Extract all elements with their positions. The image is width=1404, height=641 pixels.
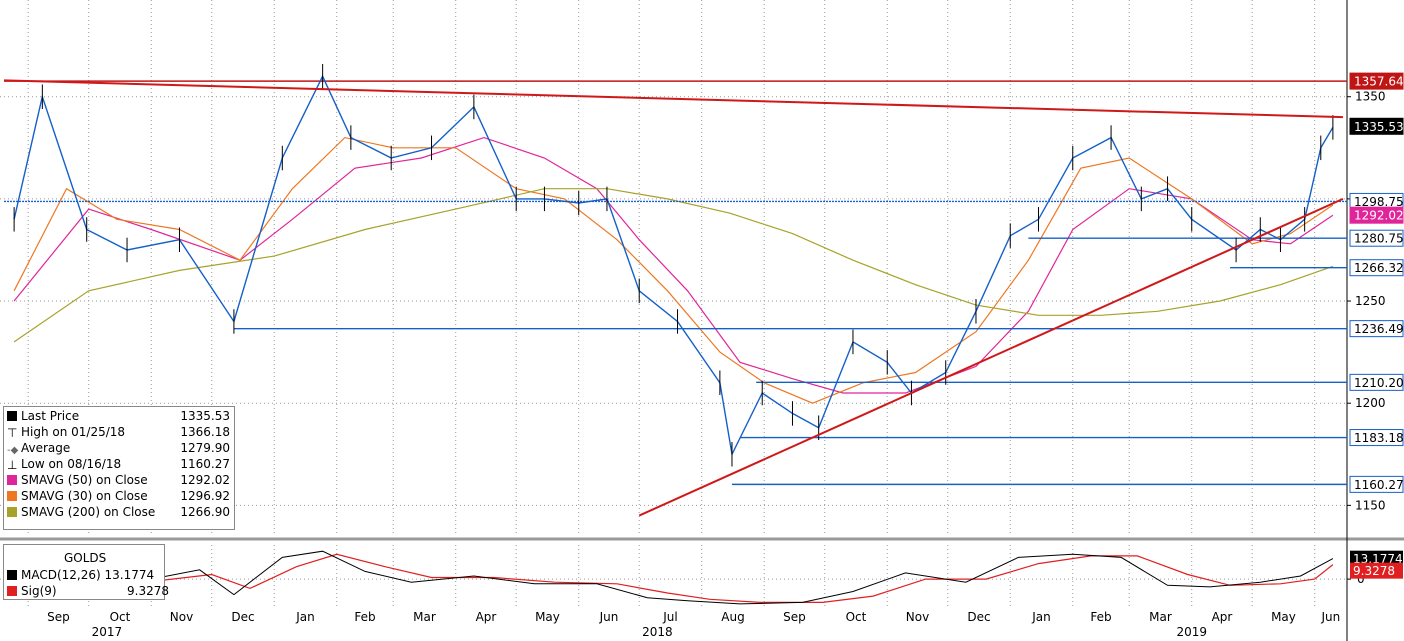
- legend-value: 13.1774: [104, 568, 155, 582]
- axis-value-badge: [1349, 72, 1404, 90]
- x-month-tick-label: Jun: [599, 610, 619, 624]
- legend-row-smavg30: SMAVG (30) on Close: [7, 488, 148, 504]
- axis-value-badge: [1349, 320, 1404, 338]
- legend-label: Last Price: [21, 409, 80, 423]
- x-month-tick-label: Jan: [1031, 610, 1051, 624]
- y-tick-label: 1200: [1355, 396, 1386, 410]
- legend-value: 1266.90: [180, 505, 230, 519]
- axis-value-badge-label: 1335.53: [1354, 120, 1404, 134]
- x-month-tick-label: Mar: [413, 610, 436, 624]
- x-month-tick-label: Apr: [1212, 610, 1233, 624]
- x-month-tick-label: Sep: [47, 610, 70, 624]
- axis-value-badge: [1349, 475, 1404, 493]
- macd-legend-title: GOLDS: [64, 551, 107, 565]
- y-tick-label: 1350: [1355, 90, 1386, 104]
- legend-label: Sig(9): [21, 584, 57, 598]
- price-legend: Last Price 1335.53 ⊤ High on 01/25/18 136…: [3, 406, 235, 530]
- legend-value: 9.3278: [127, 584, 169, 598]
- legend-value: 1296.92: [180, 489, 230, 503]
- trend-line: [4, 79, 1343, 119]
- legend-label: MACD(12,26): [21, 568, 101, 582]
- x-month-tick-label: Oct: [110, 610, 131, 624]
- x-month-tick-label: Oct: [846, 610, 867, 624]
- x-month-tick-label: Jun: [1320, 610, 1340, 624]
- legend-row-low: ⊥ Low on 08/16/18: [7, 456, 121, 472]
- legend-label: High on 01/25/18: [21, 425, 126, 439]
- axis-value-badge: [1349, 206, 1404, 224]
- signal-line: [14, 553, 1334, 604]
- macd-value-badge: [1350, 562, 1403, 579]
- macd-value-badge-label: 9.3278: [1353, 564, 1395, 578]
- x-year-tick-label: 2018: [642, 625, 673, 639]
- axis-value-badge-label: 1160.27: [1354, 478, 1404, 492]
- legend-value: 1160.27: [180, 457, 230, 471]
- legend-label: SMAVG (200) on Close: [21, 505, 156, 519]
- axis-value-badge-label: 1183.18: [1354, 431, 1404, 445]
- trend-line: [638, 197, 1344, 517]
- axis-value-badge: [1349, 259, 1404, 277]
- axis-value-badge-label: 1298.75: [1354, 195, 1404, 209]
- axis-value-badge-label: 1280.75: [1354, 232, 1404, 246]
- legend-row-average: -◆ Average: [7, 440, 70, 456]
- moving-average-line: [13, 136, 1334, 404]
- axis-value-badge-label: 1236.49: [1354, 322, 1404, 336]
- y-tick-label: 1150: [1355, 498, 1386, 512]
- x-month-tick-label: Dec: [231, 610, 254, 624]
- axis-value-badge-label: 1292.02: [1354, 209, 1404, 223]
- legend-row-smavg200: SMAVG (200) on Close: [7, 504, 155, 520]
- moving-average-line: [13, 188, 1334, 343]
- legend-value: 1292.02: [180, 473, 230, 487]
- x-year-tick-label: 2017: [92, 625, 123, 639]
- macd-legend-row-signal: Sig(9) 9.3278: [7, 583, 169, 599]
- magenta-square-icon: [7, 475, 17, 485]
- x-month-tick-label: Feb: [1090, 610, 1111, 624]
- axis-value-badge: [1349, 229, 1404, 247]
- x-month-tick-label: May: [1271, 610, 1296, 624]
- x-month-tick-label: Jan: [295, 610, 315, 624]
- macd-legend: GOLDS MACD(12,26) 13.1774 Sig(9) 9.3278: [3, 544, 169, 600]
- x-month-tick-label: Sep: [783, 610, 806, 624]
- low-icon: ⊥: [7, 458, 18, 472]
- legend-label: SMAVG (30) on Close: [21, 489, 148, 503]
- average-icon: -◆: [7, 445, 19, 456]
- legend-value: 1279.90: [180, 441, 230, 455]
- moving-average-line: [13, 136, 1334, 394]
- x-month-tick-label: Nov: [906, 610, 929, 624]
- red-square-icon: [7, 586, 17, 596]
- legend-label: SMAVG (50) on Close: [21, 473, 148, 487]
- axis-value-badge-label: 1210.20: [1354, 376, 1404, 390]
- axis-value-badge: [1349, 429, 1404, 447]
- axis-value-badge-label: 1266.32: [1354, 261, 1404, 275]
- x-month-tick-label: Dec: [967, 610, 990, 624]
- x-month-tick-label: Apr: [476, 610, 497, 624]
- x-month-tick-label: Feb: [354, 610, 375, 624]
- olive-square-icon: [7, 507, 17, 517]
- legend-row-last-price: Last Price: [7, 408, 79, 424]
- legend-row-high: ⊤ High on 01/25/18: [7, 424, 125, 440]
- axis-value-badge: [1349, 117, 1404, 135]
- x-month-tick-label: Jul: [662, 610, 677, 624]
- x-month-tick-label: May: [535, 610, 560, 624]
- orange-square-icon: [7, 491, 17, 501]
- legend-label: Low on 08/16/18: [21, 457, 122, 471]
- axis-value-badge: [1349, 373, 1404, 391]
- x-month-tick-label: Aug: [721, 610, 744, 624]
- black-square-icon: [7, 411, 17, 421]
- axis-value-badge-label: 1357.64: [1354, 75, 1404, 89]
- x-year-tick-label: 2019: [1176, 625, 1207, 639]
- macd-line: [14, 550, 1334, 605]
- macd-legend-row-macd: MACD(12,26) 13.1774: [7, 567, 154, 583]
- black-square-icon: [7, 570, 17, 580]
- legend-value: 1335.53: [180, 409, 230, 423]
- x-month-tick-label: Nov: [170, 610, 193, 624]
- legend-value: 1366.18: [180, 425, 230, 439]
- macd-y-tick-label: 0: [1357, 572, 1365, 586]
- legend-label: Average: [21, 441, 71, 455]
- high-icon: ⊤: [7, 426, 18, 440]
- x-month-tick-label: Mar: [1149, 610, 1172, 624]
- legend-row-smavg50: SMAVG (50) on Close: [7, 472, 148, 488]
- y-tick-label: 1250: [1355, 294, 1386, 308]
